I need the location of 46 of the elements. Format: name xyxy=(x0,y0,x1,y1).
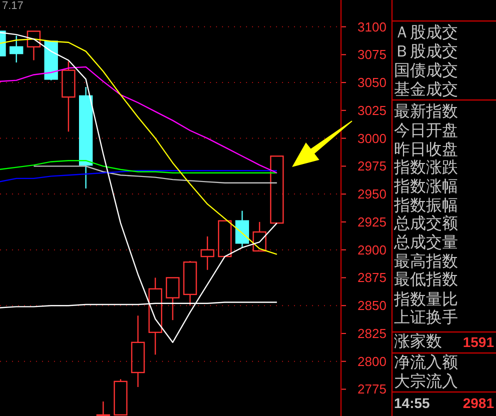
line-series xyxy=(0,170,278,182)
text: 总成交额 xyxy=(393,214,458,232)
text: 净流入额 xyxy=(394,354,458,372)
text: 昨日收盘 xyxy=(394,142,458,158)
candlestick xyxy=(200,236,214,270)
y-tick-label: 2800 xyxy=(358,354,386,369)
y-tick-label: 2875 xyxy=(358,270,386,286)
text: 14:55 xyxy=(394,395,430,411)
text: 1591 xyxy=(462,334,494,350)
y-tick-label: 3025 xyxy=(358,102,386,118)
y-tick-label: 2825 xyxy=(358,326,386,341)
text: 国债成交 xyxy=(394,62,458,80)
text: 指数涨跌 xyxy=(393,158,458,176)
text: 指数振幅 xyxy=(393,196,458,214)
candlestick xyxy=(131,315,145,388)
y-tick-label: 2925 xyxy=(358,214,386,230)
y-tick-label: 2775 xyxy=(358,382,386,397)
y-tick-label: 2850 xyxy=(358,298,386,314)
y-tick-label: 3000 xyxy=(358,130,386,146)
text: 最高指数 xyxy=(394,252,458,270)
text: 今日开盘 xyxy=(394,122,458,140)
text: 大宗流入 xyxy=(394,372,458,390)
text: 总成交量 xyxy=(393,234,458,252)
annotation: 7.17 xyxy=(2,0,24,12)
text: 涨家数 xyxy=(394,332,442,350)
line-series xyxy=(0,66,278,174)
text: Ａ股成交 xyxy=(394,24,458,42)
text: 指数涨幅 xyxy=(393,178,458,196)
y-tick-label: 2950 xyxy=(358,186,386,202)
y-tick-label: 3100 xyxy=(358,19,386,34)
line-series xyxy=(33,166,278,184)
text: 最新指数 xyxy=(394,102,458,120)
text: 最低指数 xyxy=(394,270,458,288)
line-series xyxy=(0,32,278,343)
candlestick xyxy=(235,210,250,248)
y-tick-label: 3050 xyxy=(358,75,386,90)
text: Ｂ股成交 xyxy=(394,42,458,60)
y-tick-label: 3075 xyxy=(358,47,386,62)
candlestick xyxy=(148,277,162,356)
text: 基金成交 xyxy=(394,80,458,98)
text: 指数量比 xyxy=(393,290,458,308)
y-tick-label: 2975 xyxy=(358,158,386,174)
y-tick-label: 2900 xyxy=(358,242,386,258)
text: 2981 xyxy=(462,395,494,411)
line-series xyxy=(0,160,278,174)
text: 上证换手 xyxy=(394,308,458,326)
